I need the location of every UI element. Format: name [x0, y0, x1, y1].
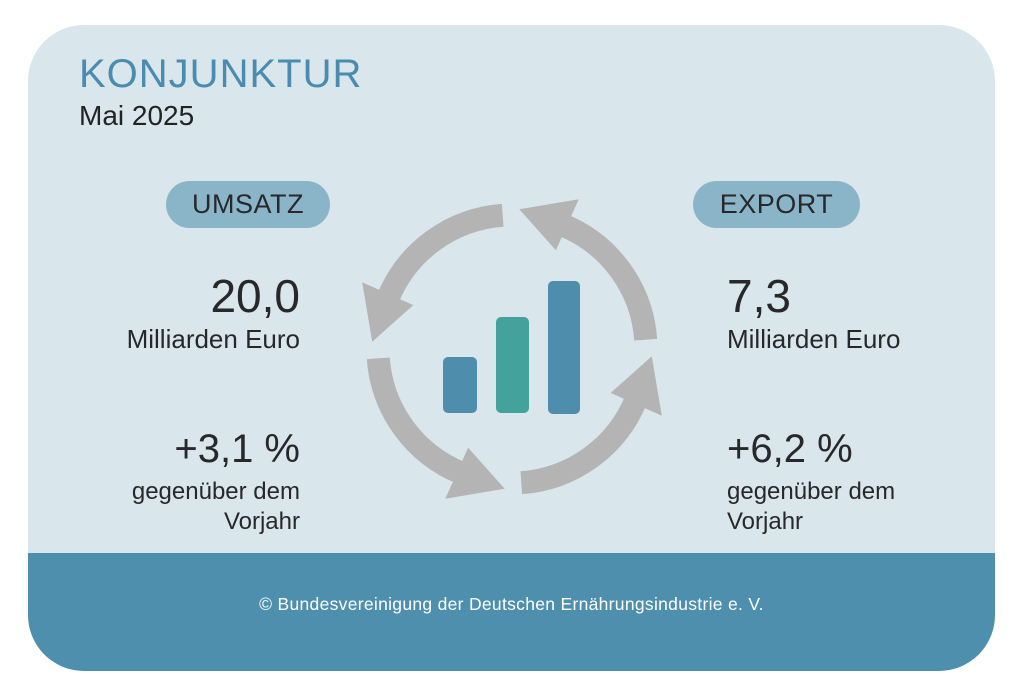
export-badge: EXPORT: [693, 181, 860, 228]
umsatz-delta: +3,1 %: [174, 426, 300, 471]
header: KONJUNKTUR Mai 2025: [79, 53, 362, 132]
page-subtitle: Mai 2025: [79, 100, 195, 131]
umsatz-panel: 20,0 Milliarden Euro +3,1 % gegenüber de…: [68, 271, 300, 537]
export-panel: 7,3 Milliarden Euro +6,2 % gegenüber dem…: [727, 271, 977, 537]
umsatz-value: 20,0: [210, 270, 300, 322]
export-unit: Milliarden Euro: [727, 323, 901, 354]
bar-chart-icon: [443, 281, 580, 414]
export-delta-label: gegenüber dem Vorjahr: [727, 477, 896, 535]
footer-bar: © Bundesvereinigung der Deutschen Ernähr…: [28, 553, 995, 671]
umsatz-badge: UMSATZ: [166, 181, 330, 228]
export-value: 7,3: [727, 270, 791, 322]
export-badge-label: EXPORT: [719, 189, 834, 219]
export-delta: +6,2 %: [727, 426, 853, 471]
umsatz-delta-label: gegenüber dem Vorjahr: [131, 477, 300, 535]
umsatz-badge-label: UMSATZ: [192, 189, 304, 219]
cycle-arrows-bar-chart-icon: [352, 189, 672, 509]
umsatz-unit: Milliarden Euro: [126, 323, 300, 354]
konjunktur-card: KONJUNKTUR Mai 2025 UMSATZ EXPORT 20,0 M…: [28, 25, 995, 671]
copyright-text: © Bundesvereinigung der Deutschen Ernähr…: [259, 593, 764, 614]
page-title: KONJUNKTUR: [79, 52, 363, 96]
